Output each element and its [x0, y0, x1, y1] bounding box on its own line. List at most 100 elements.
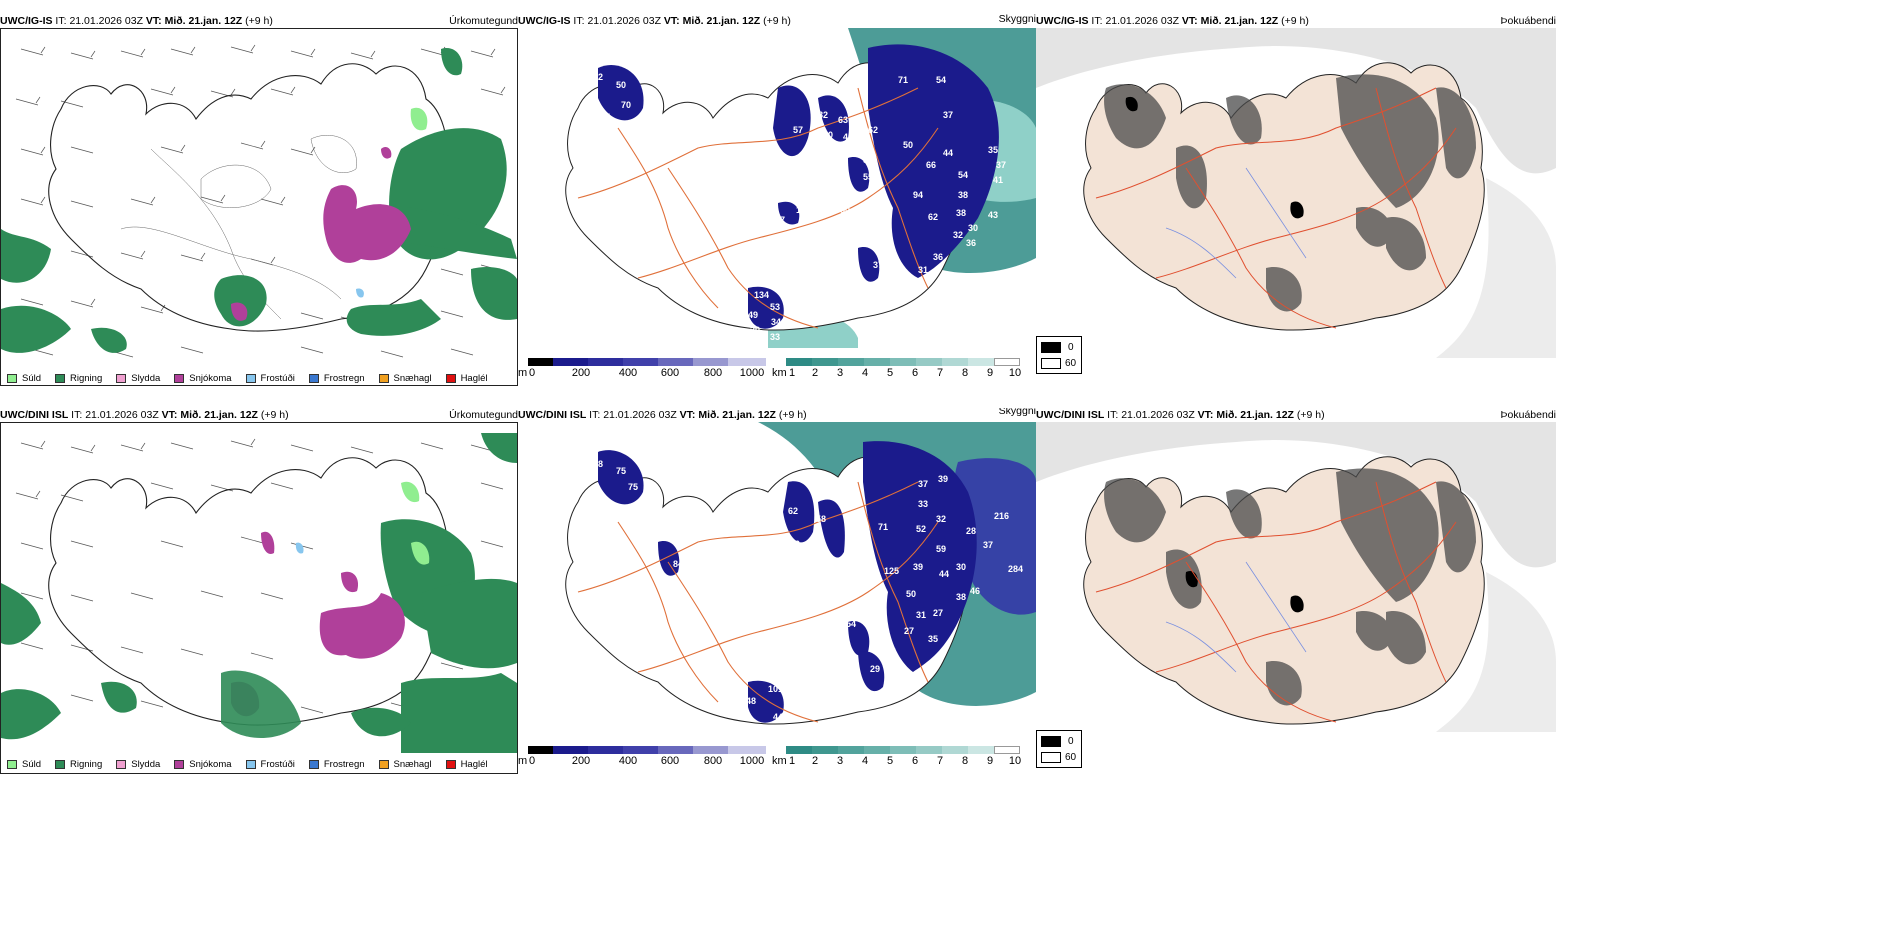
cloud-tick: 1000	[739, 367, 765, 379]
panel-title: Úrkomutegund	[449, 409, 518, 421]
cloud-number: 50	[790, 539, 800, 549]
cloud-number: 49	[748, 310, 758, 320]
fog-swatch-light	[1041, 752, 1061, 763]
visibility-panel-bottom: UWC/DINI ISL IT: 21.01.2026 03Z VT: Mið.…	[518, 408, 1036, 774]
precip-panel-top: UWC/IG-IS IT: 21.01.2026 03Z VT: Mið. 21…	[0, 14, 518, 386]
panel-header: UWC/DINI ISL IT: 21.01.2026 03Z VT: Mið.…	[0, 409, 289, 421]
cloud-number: 88	[784, 160, 794, 170]
cloud-number: 31	[918, 265, 928, 275]
visibility-map-svg: 66 72 50 70 77 71 54 57 82 63 60 42 162 …	[518, 28, 1036, 348]
fog-panel-bottom: UWC/DINI ISL IT: 21.01.2026 03Z VT: Mið.…	[1036, 408, 1556, 774]
cloud-base-labels: 55 78 75 75 95 117 62 58 50 57 91 54 56 …	[586, 442, 1023, 722]
legend-item: Haglél	[445, 373, 488, 384]
vis-tick: 5	[886, 755, 894, 767]
cloud-number: 55	[610, 442, 620, 452]
cloud-number: 54	[936, 75, 946, 85]
cloud-number: 34	[771, 317, 781, 327]
cloud-number: 959	[831, 636, 846, 646]
cloud-number: 27	[933, 608, 943, 618]
cloud-number: 216	[994, 511, 1009, 521]
cloud-number: 50	[616, 80, 626, 90]
fog-label-low: 60	[1065, 358, 1077, 369]
cloud-number: 71	[898, 75, 908, 85]
fog-map-svg	[1036, 28, 1556, 358]
cloud-number: 55	[863, 172, 873, 182]
visibility-colorbar: km 1 2 3 4 5 6 7 8 9 10	[772, 358, 1032, 386]
cloud-tick: 600	[660, 755, 680, 767]
precip-areas	[1, 48, 517, 353]
cloud-number: 55	[863, 155, 873, 165]
fog-swatch-dark	[1041, 736, 1061, 747]
cloud-number: 32	[953, 230, 963, 240]
cloud-number: 30	[968, 223, 978, 233]
cloud-tick: 200	[571, 755, 591, 767]
legend-item: Snæhagl	[378, 759, 432, 770]
vis-tick: 4	[861, 755, 869, 767]
fog-label-high: 0	[1068, 342, 1074, 353]
cloud-number: 44	[943, 148, 953, 158]
cloud-tick: 800	[703, 367, 723, 379]
cloud-number: 38	[956, 208, 966, 218]
cloud-number: 162	[863, 125, 878, 135]
visibility-colorbar: km 1 2 3 4 5 6 7 8 9 10	[772, 746, 1032, 774]
cloud-number: 37	[918, 479, 928, 489]
cloud-number: 67	[776, 591, 786, 601]
cloud-tick: 800	[703, 755, 723, 767]
vis-tick: 9	[986, 367, 994, 379]
vis-tick: 2	[811, 367, 819, 379]
legend-item: Frostúði	[245, 373, 295, 384]
panel-title: Skyggni	[998, 408, 1036, 417]
cloud-number: 54	[853, 564, 863, 574]
cloud-number: 37	[996, 160, 1006, 170]
cloud-number: 29	[870, 664, 880, 674]
visibility-map-svg: 55 78 75 75 95 117 62 58 50 57 91 54 56 …	[518, 422, 1036, 738]
fog-shading	[1104, 468, 1476, 706]
fog-label-low: 60	[1065, 752, 1077, 763]
cloud-number: 37	[983, 540, 993, 550]
fog-legend: 0 60	[1036, 336, 1082, 374]
cloud-number: 37	[873, 260, 883, 270]
cloud-number: 60	[823, 130, 833, 140]
cloud-number: 77	[600, 112, 610, 122]
cloud-number: 78	[593, 459, 603, 469]
cloud-number: 30	[886, 646, 896, 656]
legend-item: Frostúði	[245, 759, 295, 770]
vis-tick: 10	[1008, 755, 1022, 767]
cloud-number: 36	[966, 238, 976, 248]
cloud-number: 33	[770, 332, 780, 342]
cloud-colorbar-unit: m	[518, 367, 528, 379]
cloud-number: 101	[768, 684, 783, 694]
precip-areas	[1, 433, 517, 753]
panel-title: Úrkomutegund	[449, 15, 518, 27]
cloud-tick: 0	[528, 755, 536, 767]
cloud-number: 84	[673, 559, 683, 569]
legend-item: Súld	[7, 373, 41, 384]
panel-header: UWC/DINI ISL IT: 21.01.2026 03Z VT: Mið.…	[1036, 409, 1325, 421]
cloud-number: 66	[613, 55, 623, 65]
cloud-number: 50	[906, 589, 916, 599]
visibility-map: 66 72 50 70 77 71 54 57 82 63 60 42 162 …	[518, 28, 1036, 348]
cloud-number: 50	[903, 140, 913, 150]
cloud-number: 27	[904, 626, 914, 636]
precip-legend: Súld Rigning Slydda Snjókoma Frostúði Fr…	[7, 373, 502, 384]
cloud-colorbar: m 0 200 400 600 800 1000	[518, 746, 768, 774]
vis-tick: 10	[1008, 367, 1022, 379]
cloud-number: 87	[775, 215, 785, 225]
cloud-tick: 400	[618, 367, 638, 379]
visibility-map: 55 78 75 75 95 117 62 58 50 57 91 54 56 …	[518, 422, 1036, 738]
cloud-number: 67	[808, 165, 818, 175]
cloud-number: 95	[586, 499, 596, 509]
vis-tick: 8	[961, 755, 969, 767]
cloud-number: 57	[793, 125, 803, 135]
legend-item: Haglél	[445, 759, 488, 770]
rivers	[1165, 167, 1307, 279]
panel-title: Þokuábendi	[1500, 15, 1556, 27]
fog-panel-top: UWC/IG-IS IT: 21.01.2026 03Z VT: Mið. 21…	[1036, 14, 1556, 386]
cloud-number: 38	[958, 190, 968, 200]
cloud-number: 284	[1008, 564, 1023, 574]
cloud-number: 42	[843, 132, 853, 142]
panel-title: Skyggni	[998, 14, 1036, 25]
roads	[1095, 87, 1457, 329]
precip-map-svg	[1, 29, 517, 369]
precip-panel-bottom: UWC/DINI ISL IT: 21.01.2026 03Z VT: Mið.…	[0, 408, 518, 774]
